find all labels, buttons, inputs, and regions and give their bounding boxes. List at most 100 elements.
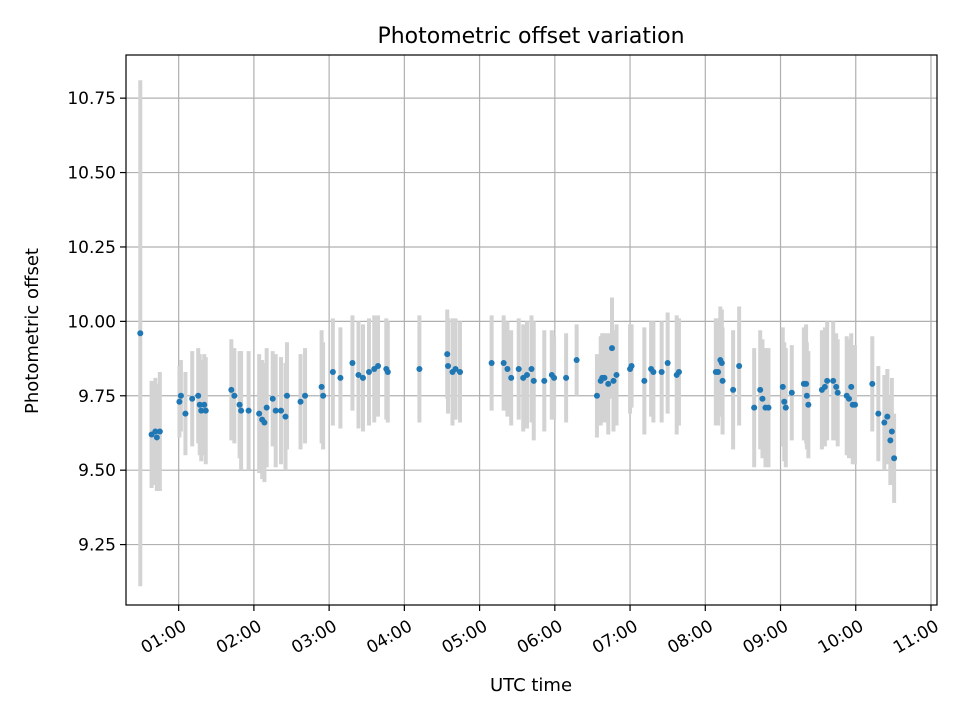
y-tick-label: 9.25 (78, 536, 116, 556)
data-point (416, 365, 423, 372)
data-point (176, 398, 183, 405)
data-point (337, 374, 344, 381)
y-tick-label: 9.75 (78, 387, 116, 407)
y-tick-label: 10.00 (67, 312, 116, 332)
data-point (675, 368, 682, 375)
data-point (375, 363, 382, 370)
data-point (881, 419, 888, 426)
data-point (875, 410, 882, 417)
data-point (282, 413, 289, 420)
data-point (238, 407, 245, 414)
data-point (730, 386, 737, 393)
data-point (263, 404, 270, 411)
data-point (320, 392, 327, 399)
data-point (765, 404, 772, 411)
data-point (884, 413, 891, 420)
x-tick-label: 10:00 (815, 616, 867, 658)
data-point (869, 380, 876, 387)
data-point (231, 392, 238, 399)
data-point (848, 383, 855, 390)
data-point (488, 360, 495, 367)
x-tick-label: 03:00 (288, 616, 340, 658)
data-point (601, 374, 608, 381)
data-point (261, 419, 268, 426)
data-point (365, 368, 372, 375)
data-point (137, 330, 144, 337)
data-point (830, 377, 837, 384)
data-point (457, 368, 464, 375)
data-point (891, 455, 898, 462)
y-axis-label: Photometric offset (22, 248, 43, 414)
data-point (318, 383, 325, 390)
data-point (751, 404, 758, 411)
plot-frame (125, 54, 938, 606)
data-point (888, 428, 895, 435)
data-point (245, 407, 252, 414)
x-tick-label: 01:00 (138, 616, 190, 658)
data-point (821, 383, 828, 390)
y-tick-label: 10.50 (67, 164, 116, 184)
x-tick-label: 11:00 (890, 616, 942, 658)
data-point (887, 437, 894, 444)
data-point (515, 365, 522, 372)
data-points (137, 330, 898, 462)
data-point (355, 371, 362, 378)
data-point (613, 371, 620, 378)
data-point (504, 365, 511, 372)
data-point (236, 401, 243, 408)
data-point (153, 434, 160, 441)
data-point (551, 374, 558, 381)
data-point (528, 365, 535, 372)
data-point (650, 368, 657, 375)
data-point (779, 383, 786, 390)
data-point (349, 360, 356, 367)
data-point (658, 368, 665, 375)
data-point (297, 398, 304, 405)
data-point (563, 374, 570, 381)
x-tick-label: 05:00 (439, 616, 491, 658)
data-point (182, 410, 189, 417)
data-point (177, 392, 184, 399)
data-point (610, 377, 617, 384)
data-point (329, 368, 336, 375)
data-point (593, 392, 600, 399)
data-point (573, 357, 580, 364)
data-point (757, 386, 764, 393)
data-point (156, 428, 163, 435)
data-point (256, 410, 263, 417)
x-tick-label: 06:00 (514, 616, 566, 658)
data-point (803, 392, 810, 399)
data-point (759, 395, 766, 402)
chart-title: Photometric offset variation (377, 24, 684, 49)
data-point (228, 386, 235, 393)
y-tick-label: 10.25 (67, 238, 116, 258)
x-tick-label: 02:00 (213, 616, 265, 658)
data-point (500, 360, 507, 367)
data-point (277, 407, 284, 414)
data-point (152, 428, 159, 435)
data-point (605, 380, 612, 387)
data-point (444, 363, 451, 370)
data-point (833, 383, 840, 390)
x-axis-ticks: 01:00 02:00 03:00 04:00 05:00 06:00 07:00 08:00… (138, 605, 942, 658)
data-point (523, 371, 530, 378)
data-point (715, 368, 722, 375)
data-point (736, 363, 743, 370)
y-tick-label: 10.75 (67, 89, 116, 109)
x-axis-label: UTC time (490, 675, 572, 696)
data-point (641, 377, 648, 384)
data-point (198, 407, 205, 414)
data-point (824, 377, 831, 384)
data-point (845, 395, 852, 402)
x-tick-label: 07:00 (589, 616, 641, 658)
data-point (272, 407, 279, 414)
data-point (359, 374, 366, 381)
data-point (384, 368, 391, 375)
data-point (269, 395, 276, 402)
data-point (508, 374, 515, 381)
x-tick-label: 08:00 (664, 616, 716, 658)
data-point (202, 407, 209, 414)
data-point (718, 360, 725, 367)
data-point (196, 401, 203, 408)
data-point (195, 392, 202, 399)
